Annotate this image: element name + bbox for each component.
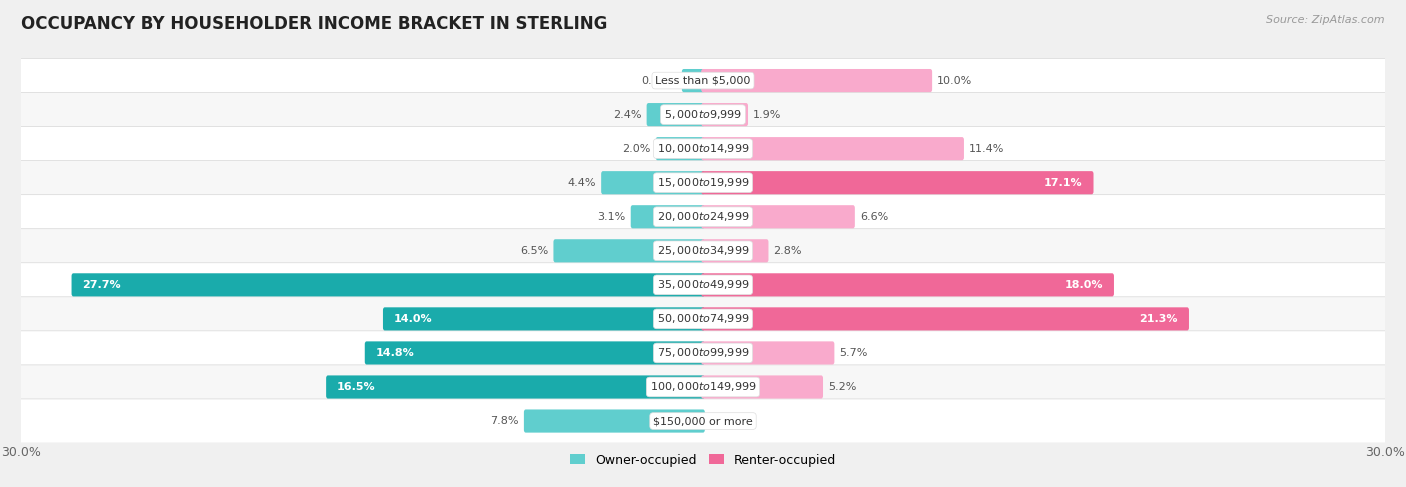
FancyBboxPatch shape [702,307,1189,331]
FancyBboxPatch shape [682,69,704,92]
Text: 10.0%: 10.0% [938,75,973,86]
FancyBboxPatch shape [524,410,704,432]
FancyBboxPatch shape [702,239,769,262]
Text: $50,000 to $74,999: $50,000 to $74,999 [657,312,749,325]
Text: 11.4%: 11.4% [969,144,1004,154]
Text: $25,000 to $34,999: $25,000 to $34,999 [657,244,749,257]
Text: 4.4%: 4.4% [568,178,596,187]
FancyBboxPatch shape [631,205,704,228]
Text: $100,000 to $149,999: $100,000 to $149,999 [650,380,756,393]
FancyBboxPatch shape [655,137,704,160]
FancyBboxPatch shape [702,205,855,228]
Text: 14.8%: 14.8% [375,348,415,358]
Text: $10,000 to $14,999: $10,000 to $14,999 [657,142,749,155]
FancyBboxPatch shape [702,137,965,160]
Text: 5.7%: 5.7% [839,348,868,358]
FancyBboxPatch shape [702,273,1114,297]
FancyBboxPatch shape [6,262,1400,307]
Text: 7.8%: 7.8% [491,416,519,426]
FancyBboxPatch shape [702,103,748,126]
FancyBboxPatch shape [702,171,1094,194]
FancyBboxPatch shape [6,195,1400,239]
Text: 3.1%: 3.1% [598,212,626,222]
FancyBboxPatch shape [6,93,1400,137]
Text: 5.2%: 5.2% [828,382,856,392]
Text: $75,000 to $99,999: $75,000 to $99,999 [657,346,749,359]
Text: OCCUPANCY BY HOUSEHOLDER INCOME BRACKET IN STERLING: OCCUPANCY BY HOUSEHOLDER INCOME BRACKET … [21,15,607,33]
FancyBboxPatch shape [326,375,704,398]
Text: $5,000 to $9,999: $5,000 to $9,999 [664,108,742,121]
Text: 6.6%: 6.6% [860,212,889,222]
Legend: Owner-occupied, Renter-occupied: Owner-occupied, Renter-occupied [565,449,841,471]
Text: 27.7%: 27.7% [83,280,121,290]
Text: 0.0%: 0.0% [710,416,738,426]
Text: 2.0%: 2.0% [623,144,651,154]
FancyBboxPatch shape [6,161,1400,205]
Text: 1.9%: 1.9% [754,110,782,120]
FancyBboxPatch shape [602,171,704,194]
FancyBboxPatch shape [647,103,704,126]
FancyBboxPatch shape [6,331,1400,375]
FancyBboxPatch shape [702,69,932,92]
Text: 16.5%: 16.5% [337,382,375,392]
FancyBboxPatch shape [382,307,704,331]
Text: $20,000 to $24,999: $20,000 to $24,999 [657,210,749,223]
Text: 17.1%: 17.1% [1045,178,1083,187]
FancyBboxPatch shape [554,239,704,262]
Text: $35,000 to $49,999: $35,000 to $49,999 [657,279,749,291]
Text: Source: ZipAtlas.com: Source: ZipAtlas.com [1267,15,1385,25]
Text: 18.0%: 18.0% [1064,280,1104,290]
Text: 6.5%: 6.5% [520,246,548,256]
Text: 0.85%: 0.85% [641,75,676,86]
Text: Less than $5,000: Less than $5,000 [655,75,751,86]
FancyBboxPatch shape [364,341,704,365]
Text: 14.0%: 14.0% [394,314,433,324]
Text: $15,000 to $19,999: $15,000 to $19,999 [657,176,749,189]
FancyBboxPatch shape [6,229,1400,273]
FancyBboxPatch shape [6,127,1400,171]
FancyBboxPatch shape [702,375,823,398]
FancyBboxPatch shape [6,399,1400,443]
FancyBboxPatch shape [6,297,1400,341]
FancyBboxPatch shape [6,365,1400,409]
FancyBboxPatch shape [72,273,704,297]
FancyBboxPatch shape [702,341,834,365]
Text: 21.3%: 21.3% [1140,314,1178,324]
Text: 2.4%: 2.4% [613,110,641,120]
Text: $150,000 or more: $150,000 or more [654,416,752,426]
FancyBboxPatch shape [6,58,1400,103]
Text: 2.8%: 2.8% [773,246,801,256]
